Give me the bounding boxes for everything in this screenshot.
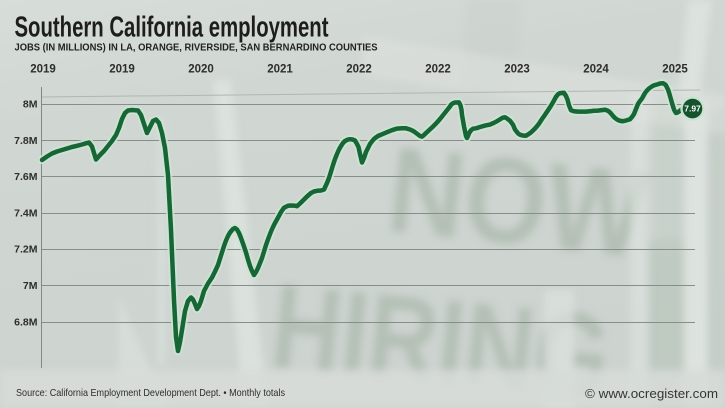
svg-text:7.6M: 7.6M bbox=[14, 171, 38, 183]
svg-text:2019: 2019 bbox=[109, 63, 135, 75]
svg-text:Source: California Employment: Source: California Employment Developmen… bbox=[16, 387, 285, 399]
svg-text:Southern California employment: Southern California employment bbox=[15, 12, 329, 44]
svg-text:2021: 2021 bbox=[267, 63, 293, 75]
svg-text:2019: 2019 bbox=[30, 63, 56, 75]
svg-text:2025: 2025 bbox=[662, 63, 688, 75]
svg-text:6.8M: 6.8M bbox=[14, 316, 38, 328]
svg-text:2020: 2020 bbox=[188, 63, 214, 75]
svg-text:© www.ocregister.com: © www.ocregister.com bbox=[585, 386, 718, 401]
svg-text:2024: 2024 bbox=[583, 63, 609, 75]
svg-text:7.2M: 7.2M bbox=[14, 244, 38, 256]
svg-text:2022: 2022 bbox=[346, 63, 372, 75]
svg-text:JOBS (IN MILLIONS) IN LA, ORAN: JOBS (IN MILLIONS) IN LA, ORANGE, RIVERS… bbox=[15, 42, 378, 54]
svg-text:2022: 2022 bbox=[425, 63, 451, 75]
svg-text:7M: 7M bbox=[23, 280, 38, 292]
svg-text:8M: 8M bbox=[23, 99, 38, 111]
svg-text:7.8M: 7.8M bbox=[14, 135, 38, 147]
svg-text:7.97: 7.97 bbox=[684, 104, 701, 114]
svg-text:NOW: NOW bbox=[382, 121, 654, 283]
svg-text:7.4M: 7.4M bbox=[14, 207, 38, 219]
svg-text:2023: 2023 bbox=[504, 63, 530, 75]
